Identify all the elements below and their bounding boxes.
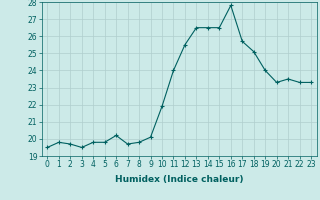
X-axis label: Humidex (Indice chaleur): Humidex (Indice chaleur) xyxy=(115,175,244,184)
